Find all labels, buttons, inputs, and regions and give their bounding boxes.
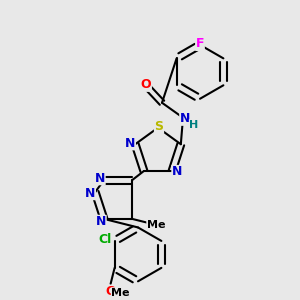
Text: H: H <box>189 120 199 130</box>
Text: O: O <box>105 285 116 298</box>
Text: N: N <box>96 215 106 228</box>
Text: N: N <box>95 172 105 185</box>
Text: Me: Me <box>111 288 130 298</box>
Text: F: F <box>196 38 204 50</box>
Text: Cl: Cl <box>98 233 111 246</box>
Text: N: N <box>125 137 135 150</box>
Text: N: N <box>85 187 95 200</box>
Text: N: N <box>180 112 190 125</box>
Text: Me: Me <box>147 220 165 230</box>
Text: N: N <box>172 166 182 178</box>
Text: S: S <box>154 120 164 133</box>
Text: O: O <box>141 78 151 91</box>
